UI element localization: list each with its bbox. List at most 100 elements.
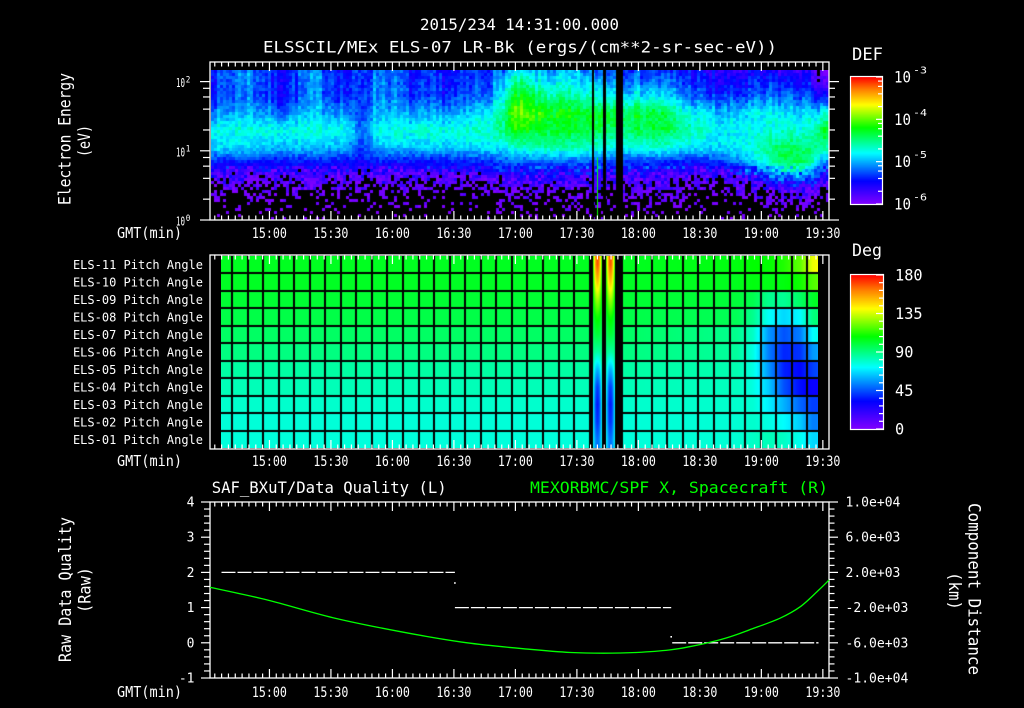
time-tick-label: 18:30 (682, 226, 717, 242)
quality-series-title: SAF_BXuT/Data Quality (L) (212, 478, 447, 497)
quality-tick-label: 0 (187, 636, 195, 651)
plot-header: 2015/234 14:31:00.000 ELSSCIL/MEx ELS-07… (263, 15, 777, 57)
energy-tick-label-exponent: 0 (186, 214, 191, 224)
time-tick-label: 17:00 (498, 454, 533, 470)
time-axis: 15:00 15:30 16:00 16:30 17:00 17:30 18:00 18:30… (214, 502, 840, 701)
colorbar-tick-label-base: 10 (894, 68, 911, 87)
pitch-channel-label: ELS-11 Pitch Angle (73, 258, 203, 272)
time-tick-label: 17:00 (498, 685, 533, 701)
time-tick-label: 18:00 (621, 685, 656, 701)
time-tick-label: 18:30 (682, 454, 717, 470)
pitch-channel-label: ELS-05 Pitch Angle (73, 363, 203, 377)
time-tick-label: 19:00 (744, 685, 779, 701)
pitch-channel-label: ELS-04 Pitch Angle (73, 380, 203, 394)
time-tick-label: 17:30 (559, 226, 594, 242)
time-tick-label: 19:30 (805, 685, 840, 701)
spacecraft-series-title: MEXORBMC/SPF X, Spacecraft (R) (530, 478, 828, 497)
distance-axis-unit: (km) (944, 572, 964, 610)
colorbar-tick-label: 135 (895, 304, 923, 323)
def-colorbar-gradient (851, 77, 882, 204)
data-quality-point (454, 582, 456, 584)
energy-axis-label: Electron Energy (56, 73, 76, 205)
time-tick-label: 15:30 (313, 454, 348, 470)
pitch-angle-panel: Deg GMT(min) 15:00 15:30 16:00 16:30 17:00 17… (73, 241, 923, 470)
pitch-channel-label: ELS-09 Pitch Angle (73, 293, 203, 307)
colorbar-tick-label: 180 (895, 266, 923, 285)
pitch-channel-label: ELS-03 Pitch Angle (73, 398, 203, 412)
energy-tick-label-base: 10 (176, 75, 185, 90)
data-quality-series (221, 571, 819, 644)
distance-tick-label: -6.0e+03 (846, 636, 909, 651)
quality-axis-label: Raw Data Quality (56, 517, 76, 662)
colorbar-tick-label: 0 (895, 420, 904, 439)
plot-frame (209, 501, 830, 679)
plot-frame (209, 254, 830, 450)
time-tick-label: 16:00 (375, 454, 410, 470)
colorbar-tick-label-exponent: -6 (913, 193, 927, 204)
colorbar-tick-label-base: 10 (894, 152, 911, 171)
plot-timestamp: 2015/234 14:31:00.000 (420, 15, 619, 34)
spacecraft-x-distance-line (209, 579, 830, 654)
distance-tick-label: 1.0e+04 (846, 496, 901, 511)
data-quality-point (670, 636, 672, 638)
energy-tick-label-exponent: 2 (186, 75, 191, 85)
time-tick-label: 19:00 (744, 226, 779, 242)
data-quality-panel: SAF_BXuT/Data Quality (L) MEXORBMC/SPF X… (56, 478, 983, 701)
time-tick-label: 17:00 (498, 226, 533, 242)
pitch-channel-label: ELS-02 Pitch Angle (73, 415, 203, 429)
time-tick-label: 16:30 (436, 685, 471, 701)
time-tick-label: 17:30 (559, 685, 594, 701)
pitch-channel-label: ELS-10 Pitch Angle (73, 276, 203, 290)
colorbar-tick-label: 45 (895, 381, 913, 400)
time-axis-label: GMT(min) (117, 683, 182, 701)
colorbar-tick-label-exponent: -5 (913, 150, 927, 161)
distance-tick-label: 6.0e+03 (846, 531, 901, 546)
time-tick-label: 15:30 (313, 226, 348, 242)
distance-axis-label: Component Distance (963, 503, 983, 675)
quality-tick-label: 4 (187, 496, 195, 511)
quality-axis-unit: (Raw) (76, 567, 96, 613)
energy-tick-label-exponent: 1 (186, 145, 191, 155)
electron-energy-spectrogram (211, 70, 829, 220)
time-tick-label: 16:30 (436, 454, 471, 470)
colorbar-tick-label-base: 10 (894, 110, 911, 129)
energy-tick-label-base: 10 (176, 144, 185, 159)
quality-tick-label: 1 (187, 601, 195, 616)
time-tick-label: 18:30 (682, 685, 717, 701)
time-tick-label: 15:00 (252, 454, 287, 470)
time-axis: 15:00 15:30 16:00 16:30 17:00 17:30 18:00 18:30… (214, 255, 840, 470)
time-axis-label: GMT(min) (117, 224, 182, 242)
colorbar-tick-label-base: 10 (894, 195, 911, 214)
time-tick-label: 19:00 (744, 454, 779, 470)
deg-colorbar-label: Deg (852, 241, 882, 261)
time-axis: 15:00 15:30 16:00 16:30 17:00 17:30 18:00 18:30… (214, 62, 840, 242)
colorbar-frame (849, 273, 885, 431)
time-tick-label: 15:30 (313, 685, 348, 701)
colorbar-tick-label: 90 (895, 343, 913, 362)
electron-energy-panel: Electron Energy (eV) DEF GMT(min) 15:00 1… (56, 45, 927, 242)
energy-axis-unit: (eV) (75, 125, 95, 157)
time-tick-label: 15:00 (252, 226, 287, 242)
def-colorbar-label: DEF (852, 45, 883, 65)
plot-title: ELSSCIL/MEx ELS-07 LR-Bk (ergs/(cm**2-sr… (263, 38, 777, 57)
quality-tick-label: -1 (179, 672, 195, 687)
distance-tick-label: -2.0e+03 (846, 601, 909, 616)
distance-tick-label: -1.0e+04 (846, 672, 909, 687)
time-tick-label: 18:00 (621, 226, 656, 242)
time-tick-label: 16:00 (375, 685, 410, 701)
colorbar-tick-label-exponent: -3 (913, 66, 927, 77)
pitch-channel-label: ELS-08 Pitch Angle (73, 311, 203, 325)
pitch-channel-labels: ELS-11 Pitch Angle ELS-10 Pitch Angle ELS-… (73, 258, 203, 447)
time-axis-label: GMT(min) (117, 452, 182, 470)
plot-frame (209, 61, 830, 221)
time-tick-label: 16:00 (375, 226, 410, 242)
time-tick-label: 16:30 (436, 226, 471, 242)
time-tick-label: 15:00 (252, 685, 287, 701)
deg-colorbar: 180 135 90 45 0 (849, 266, 923, 439)
time-tick-label: 19:30 (805, 226, 840, 242)
colorbar-tick-label-exponent: -4 (913, 108, 927, 119)
colorbar-frame (849, 75, 884, 206)
quality-tick-label: 3 (187, 531, 195, 546)
